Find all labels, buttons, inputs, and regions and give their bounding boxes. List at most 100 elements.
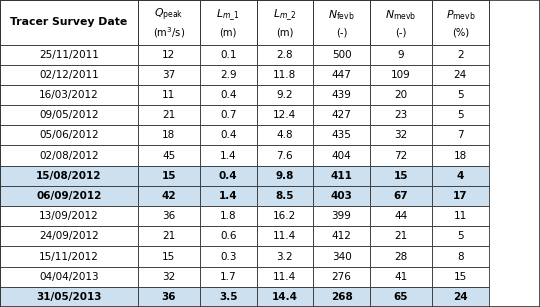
Text: 15: 15 [394, 171, 408, 181]
Bar [432, 0, 489, 45]
Bar [0, 287, 138, 307]
Bar [432, 226, 489, 247]
Text: 0.4: 0.4 [220, 90, 237, 100]
Bar [370, 287, 432, 307]
Text: 42: 42 [161, 191, 176, 201]
Text: 5: 5 [457, 231, 464, 241]
Bar [370, 266, 432, 287]
Bar [138, 85, 200, 105]
Text: 404: 404 [332, 150, 352, 161]
Bar [313, 186, 370, 206]
Text: 3.5: 3.5 [219, 292, 238, 302]
Bar [256, 85, 313, 105]
Bar [0, 85, 138, 105]
Text: 439: 439 [332, 90, 352, 100]
Text: 36: 36 [162, 211, 176, 221]
Text: 2.8: 2.8 [276, 50, 293, 60]
Bar [256, 105, 313, 125]
Bar [138, 146, 200, 166]
Text: $Q_{\rm peak}$: $Q_{\rm peak}$ [154, 7, 184, 23]
Text: 15/08/2012: 15/08/2012 [36, 171, 102, 181]
Bar [256, 186, 313, 206]
Bar [432, 266, 489, 287]
Bar [0, 0, 138, 45]
Text: 02/08/2012: 02/08/2012 [39, 150, 99, 161]
Bar [138, 45, 200, 65]
Text: $N_{\rm fevb}$: $N_{\rm fevb}$ [328, 8, 355, 22]
Text: $P_{\rm mevb}$: $P_{\rm mevb}$ [446, 8, 475, 22]
Text: 12.4: 12.4 [273, 110, 296, 120]
Bar [256, 65, 313, 85]
Bar [256, 0, 313, 45]
Text: 11.4: 11.4 [273, 231, 296, 241]
Bar [432, 206, 489, 226]
Text: 11.4: 11.4 [273, 272, 296, 282]
Bar [138, 166, 200, 186]
Bar [200, 105, 256, 125]
Text: (m): (m) [276, 28, 294, 38]
Bar [313, 0, 370, 45]
Text: 1.4: 1.4 [219, 191, 238, 201]
Bar [370, 226, 432, 247]
Bar [138, 287, 200, 307]
Bar [432, 166, 489, 186]
Text: 15: 15 [454, 272, 467, 282]
Bar [138, 247, 200, 266]
Bar [0, 105, 138, 125]
Text: 37: 37 [162, 70, 176, 80]
Text: 24/09/2012: 24/09/2012 [39, 231, 99, 241]
Bar [0, 226, 138, 247]
Bar [432, 186, 489, 206]
Bar [370, 85, 432, 105]
Bar [313, 287, 370, 307]
Text: 8: 8 [457, 251, 464, 262]
Text: 24: 24 [454, 70, 467, 80]
Bar [256, 125, 313, 146]
Bar [0, 65, 138, 85]
Text: 31/05/2013: 31/05/2013 [36, 292, 102, 302]
Text: 276: 276 [332, 272, 352, 282]
Bar [432, 65, 489, 85]
Bar [200, 247, 256, 266]
Bar [370, 146, 432, 166]
Bar [0, 206, 138, 226]
Text: 268: 268 [330, 292, 353, 302]
Text: 15: 15 [161, 171, 176, 181]
Bar [256, 226, 313, 247]
Text: (m): (m) [219, 28, 237, 38]
Bar [200, 85, 256, 105]
Bar [0, 45, 138, 65]
Bar [138, 266, 200, 287]
Text: 0.4: 0.4 [219, 171, 238, 181]
Text: 67: 67 [394, 191, 408, 201]
Text: 24: 24 [453, 292, 468, 302]
Text: 09/05/2012: 09/05/2012 [39, 110, 99, 120]
Text: 403: 403 [330, 191, 353, 201]
Bar [256, 287, 313, 307]
Text: 1.7: 1.7 [220, 272, 237, 282]
Text: 0.7: 0.7 [220, 110, 237, 120]
Text: 412: 412 [332, 231, 352, 241]
Text: 340: 340 [332, 251, 352, 262]
Text: 32: 32 [162, 272, 176, 282]
Bar [432, 105, 489, 125]
Bar [432, 146, 489, 166]
Bar [370, 166, 432, 186]
Text: 12: 12 [162, 50, 176, 60]
Text: 9.8: 9.8 [275, 171, 294, 181]
Text: 0.1: 0.1 [220, 50, 237, 60]
Text: 500: 500 [332, 50, 352, 60]
Text: 16/03/2012: 16/03/2012 [39, 90, 99, 100]
Text: 4: 4 [457, 171, 464, 181]
Bar [200, 186, 256, 206]
Bar [200, 125, 256, 146]
Bar [313, 105, 370, 125]
Text: $L_{m\_1}$: $L_{m\_1}$ [217, 7, 240, 23]
Bar [138, 206, 200, 226]
Bar [0, 166, 138, 186]
Text: 21: 21 [394, 231, 408, 241]
Text: 11: 11 [454, 211, 467, 221]
Bar [0, 146, 138, 166]
Text: 11: 11 [162, 90, 176, 100]
Bar [138, 226, 200, 247]
